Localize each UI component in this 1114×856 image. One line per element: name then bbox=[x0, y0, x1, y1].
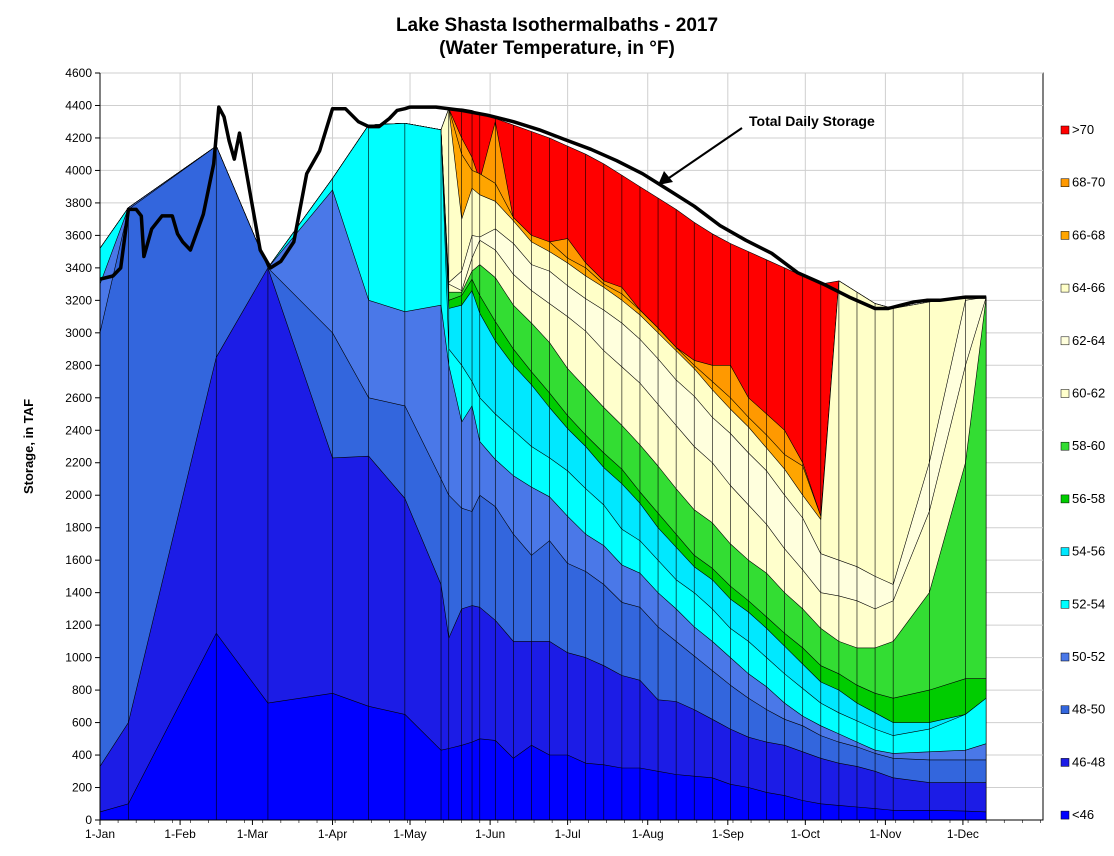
y-tick-label: 3000 bbox=[65, 326, 92, 340]
y-tick-label: 3400 bbox=[65, 261, 92, 275]
y-tick-label: 2600 bbox=[65, 391, 92, 405]
legend-label: 68-70 bbox=[1072, 175, 1105, 190]
y-tick-label: 3800 bbox=[65, 196, 92, 210]
x-tick-label: 1-May bbox=[393, 827, 426, 841]
x-tick-label: 1-Nov bbox=[869, 827, 901, 841]
legend-swatch bbox=[1061, 495, 1069, 503]
y-axis-title: Storage, in TAF bbox=[21, 399, 36, 494]
x-tick-label: 1-Feb bbox=[164, 827, 196, 841]
legend-swatch bbox=[1061, 390, 1069, 398]
annotation-total-daily-storage: Total Daily Storage bbox=[749, 113, 875, 129]
y-tick-label: 4600 bbox=[65, 66, 92, 80]
y-tick-label: 1400 bbox=[65, 586, 92, 600]
y-tick-label: 3200 bbox=[65, 293, 92, 307]
y-tick-label: 1800 bbox=[65, 521, 92, 535]
y-tick-label: 4000 bbox=[65, 163, 92, 177]
y-tick-label: 800 bbox=[72, 683, 92, 697]
legend-swatch bbox=[1061, 706, 1069, 714]
isotherm-chart: 0 200 400 600 800 1000 1200 1400 1600 1800 2000 220… bbox=[0, 0, 1114, 856]
x-tick-label: 1-Aug bbox=[632, 827, 664, 841]
legend-label: <46 bbox=[1072, 807, 1094, 822]
legend-label: 56-58 bbox=[1072, 491, 1105, 506]
legend-swatch bbox=[1061, 811, 1069, 819]
x-tick-label: 1-Dec bbox=[947, 827, 979, 841]
y-tick-label: 600 bbox=[72, 716, 92, 730]
legend-label: 50-52 bbox=[1072, 649, 1105, 664]
x-tick-label: 1-Oct bbox=[791, 827, 821, 841]
legend-label: 60-62 bbox=[1072, 386, 1105, 401]
legend-label: 54-56 bbox=[1072, 544, 1105, 559]
legend-label: >70 bbox=[1072, 122, 1094, 137]
y-tick-label: 1200 bbox=[65, 618, 92, 632]
x-tick-label: 1-Mar bbox=[237, 827, 268, 841]
y-tick-label: 3600 bbox=[65, 228, 92, 242]
x-tick-label: 1-Jun bbox=[475, 827, 505, 841]
x-tick-label: 1-Sep bbox=[712, 827, 744, 841]
legend-label: 48-50 bbox=[1072, 702, 1105, 717]
y-tick-label: 1000 bbox=[65, 651, 92, 665]
y-tick-label: 1600 bbox=[65, 553, 92, 567]
x-tick-label: 1-Jan bbox=[85, 827, 115, 841]
legend-label: 64-66 bbox=[1072, 280, 1105, 295]
y-tick-label: 200 bbox=[72, 781, 92, 795]
legend-swatch bbox=[1061, 600, 1069, 608]
legend-swatch bbox=[1061, 653, 1069, 661]
legend-label: 58-60 bbox=[1072, 438, 1105, 453]
y-tick-label: 2800 bbox=[65, 358, 92, 372]
legend-swatch bbox=[1061, 284, 1069, 292]
legend-label: 66-68 bbox=[1072, 227, 1105, 242]
legend-swatch bbox=[1061, 442, 1069, 450]
legend-swatch bbox=[1061, 179, 1069, 187]
y-tick-label: 400 bbox=[72, 748, 92, 762]
y-tick-label: 2200 bbox=[65, 456, 92, 470]
legend-swatch bbox=[1061, 758, 1069, 766]
legend: >70 68-70 66-68 64-66 62-64 60-62 58-60 56-58 54… bbox=[1061, 122, 1105, 822]
y-tick-label: 4200 bbox=[65, 131, 92, 145]
legend-swatch bbox=[1061, 337, 1069, 345]
x-tick-label: 1-Apr bbox=[318, 827, 347, 841]
legend-label: 46-48 bbox=[1072, 754, 1105, 769]
legend-label: 52-54 bbox=[1072, 596, 1105, 611]
y-tick-label: 0 bbox=[85, 813, 92, 827]
y-tick-label: 2000 bbox=[65, 488, 92, 502]
y-tick-label: 4400 bbox=[65, 98, 92, 112]
legend-swatch bbox=[1061, 548, 1069, 556]
x-tick-label: 1-Jul bbox=[555, 827, 581, 841]
legend-label: 62-64 bbox=[1072, 333, 1105, 348]
y-tick-label: 2400 bbox=[65, 423, 92, 437]
legend-swatch bbox=[1061, 231, 1069, 239]
legend-swatch bbox=[1061, 126, 1069, 134]
